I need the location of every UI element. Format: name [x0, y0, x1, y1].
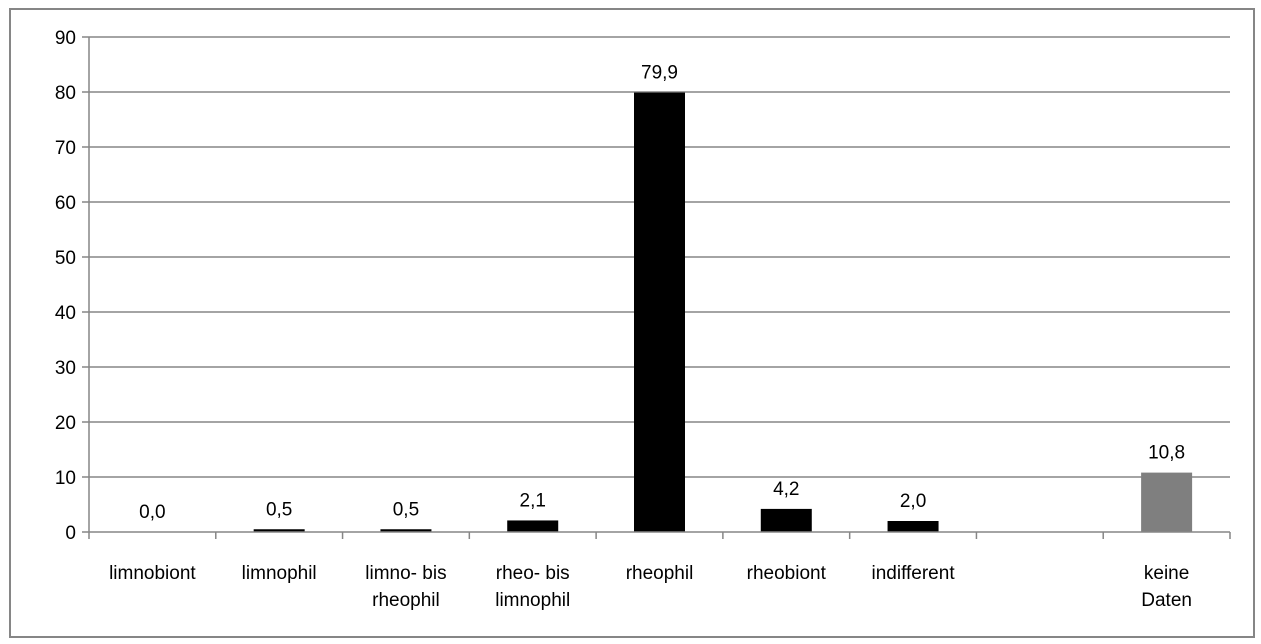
- y-tick-label: 80: [55, 83, 76, 104]
- data-label: 79,9: [641, 63, 678, 84]
- y-tick-label: 50: [55, 248, 76, 269]
- y-tick-label: 10: [55, 468, 76, 489]
- data-label: 0,5: [266, 499, 292, 520]
- bar-1: [253, 529, 305, 532]
- y-tick-label: 30: [55, 358, 76, 379]
- x-tick-label: indifferent: [872, 563, 956, 584]
- x-tick-label: rheobiont: [747, 563, 827, 584]
- bar-8: [1141, 472, 1193, 532]
- y-tick-label: 0: [65, 523, 76, 544]
- bar-6: [887, 521, 939, 532]
- data-label: 0,5: [393, 499, 419, 520]
- bar-3: [507, 520, 559, 532]
- x-tick-label: rheophil: [372, 590, 440, 611]
- y-axis-tick-labels: 0 10 20 30 40 50 60 70 80 90: [55, 28, 76, 544]
- bar-4: [634, 92, 685, 533]
- x-tick-label: rheophil: [626, 563, 694, 584]
- data-labels: 0,0 0,5 0,5 2,1 79,9 4,2 2,0 10,8: [139, 63, 1185, 523]
- data-label: 10,8: [1148, 443, 1185, 464]
- data-label: 4,2: [773, 479, 799, 500]
- x-tick-label: rheo- bis: [496, 563, 570, 584]
- bar-5: [760, 508, 812, 532]
- y-tick-label: 60: [55, 193, 76, 214]
- data-label: 0,0: [139, 502, 165, 523]
- data-label: 2,1: [520, 490, 546, 511]
- y-tick-label: 40: [55, 303, 76, 324]
- x-tick-label: limnobiont: [109, 563, 196, 584]
- bar-2: [380, 529, 432, 532]
- y-tick-label: 20: [55, 413, 76, 434]
- x-tick-label: Daten: [1141, 590, 1192, 611]
- axes: [88, 37, 1231, 539]
- x-tick-label: keine: [1144, 563, 1189, 584]
- bars: [253, 92, 1193, 533]
- x-tick-label: limno- bis: [365, 563, 446, 584]
- x-tick-label: limnophil: [242, 563, 317, 584]
- y-tick-label: 90: [55, 28, 76, 49]
- x-tick-label: limnophil: [495, 590, 570, 611]
- y-tick-label: 70: [55, 138, 76, 159]
- chart-frame: [9, 8, 1255, 638]
- data-label: 2,0: [900, 491, 926, 512]
- x-axis-tick-labels: limnobiont limnophil limno- bis rheophil rhe…: [109, 563, 1192, 611]
